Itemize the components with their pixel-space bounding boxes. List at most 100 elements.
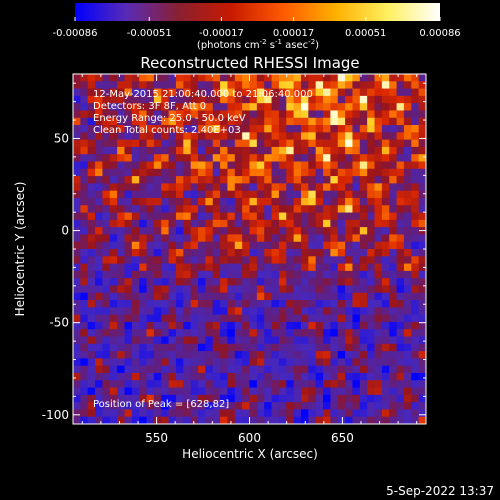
- heatmap-cell: [411, 285, 420, 294]
- heatmap-cell: [300, 74, 309, 82]
- heatmap-cell: [374, 146, 383, 155]
- heatmap-cell: [403, 219, 412, 228]
- heatmap-cell: [205, 168, 214, 177]
- heatmap-cell: [227, 285, 236, 294]
- heatmap-cell: [308, 88, 317, 97]
- heatmap-cell: [308, 117, 317, 126]
- heatmap-cell: [117, 416, 126, 424]
- heatmap-cell: [396, 132, 405, 141]
- heatmap-cell: [411, 241, 420, 250]
- heatmap-cell: [234, 110, 243, 119]
- heatmap-cell: [418, 358, 426, 367]
- heatmap-cell: [264, 103, 273, 112]
- heatmap-cell: [183, 125, 192, 133]
- heatmap-cell: [293, 161, 302, 170]
- heatmap-cell: [359, 351, 368, 359]
- heatmap-cell: [205, 336, 214, 345]
- y-tick-label: 0: [61, 224, 69, 238]
- heatmap-cell: [367, 219, 376, 228]
- heatmap-cell: [315, 307, 324, 316]
- colorbar-tick-label: 0.00051: [345, 28, 386, 39]
- heatmap-cell: [256, 168, 265, 177]
- heatmap-cell: [389, 416, 398, 424]
- heatmap-cell: [352, 146, 361, 155]
- heatmap-cell: [337, 329, 346, 338]
- heatmap-cell: [256, 256, 265, 265]
- heatmap-cell: [389, 117, 398, 126]
- heatmap-cell: [220, 270, 229, 279]
- heatmap-cell: [256, 154, 265, 163]
- heatmap-cell: [293, 168, 302, 177]
- heatmap-cell: [183, 278, 192, 287]
- heatmap-cell: [271, 336, 280, 345]
- heatmap-cell: [146, 95, 155, 104]
- heatmap-cell: [175, 168, 184, 177]
- heatmap-cell: [411, 380, 420, 389]
- heatmap-cell: [109, 139, 118, 148]
- heatmap-cell: [205, 219, 214, 228]
- heatmap-cell: [102, 278, 111, 287]
- heatmap-cell: [337, 351, 346, 359]
- heatmap-cell: [396, 278, 405, 287]
- heatmap-cell: [337, 132, 346, 141]
- heatmap-cell: [381, 285, 390, 294]
- heatmap-cell: [212, 263, 221, 272]
- heatmap-cell: [403, 263, 412, 272]
- heatmap-cell: [389, 95, 398, 104]
- heatmap-cell: [183, 416, 192, 424]
- heatmap-cell: [87, 241, 96, 250]
- heatmap-cell: [168, 321, 177, 330]
- heatmap-cell: [293, 365, 302, 374]
- heatmap-cell: [124, 343, 133, 352]
- heatmap-cell: [359, 285, 368, 294]
- heatmap-cell: [389, 212, 398, 221]
- heatmap-cell: [389, 110, 398, 119]
- heatmap-cell: [418, 88, 426, 97]
- heatmap-cell: [87, 146, 96, 155]
- heatmap-cell: [87, 372, 96, 381]
- heatmap-cell: [367, 300, 376, 308]
- heatmap-cell: [271, 365, 280, 374]
- y-tick-label: 50: [54, 131, 69, 145]
- heatmap-cell: [153, 219, 162, 228]
- heatmap-cell: [337, 358, 346, 367]
- heatmap-cell: [234, 205, 243, 214]
- heatmap-cell: [212, 146, 221, 155]
- heatmap-cell: [146, 110, 155, 119]
- heatmap-cell: [418, 176, 426, 184]
- heatmap-cell: [278, 234, 287, 243]
- heatmap-cell: [330, 95, 339, 104]
- heatmap-cell: [117, 387, 126, 396]
- heatmap-cell: [396, 256, 405, 265]
- heatmap-cell: [389, 329, 398, 338]
- heatmap-cell: [345, 81, 354, 90]
- heatmap-cell: [168, 249, 177, 257]
- heatmap-cell: [396, 300, 405, 308]
- heatmap-cell: [227, 74, 236, 82]
- heatmap-cell: [153, 212, 162, 221]
- heatmap-cell: [374, 205, 383, 214]
- heatmap-cell: [205, 372, 214, 381]
- heatmap-cell: [73, 161, 81, 170]
- heatmap-cell: [80, 249, 89, 257]
- heatmap-cell: [367, 372, 376, 381]
- heatmap-cell: [190, 154, 199, 163]
- heatmap-cell: [271, 394, 280, 403]
- heatmap-cell: [249, 256, 258, 265]
- heatmap-cell: [293, 139, 302, 148]
- heatmap-cell: [300, 212, 309, 221]
- heatmap-cell: [264, 402, 273, 411]
- heatmap-cell: [161, 292, 170, 301]
- heatmap-cell: [139, 372, 148, 381]
- heatmap-cell: [374, 241, 383, 250]
- heatmap-cell: [190, 380, 199, 389]
- heatmap-cell: [183, 88, 192, 97]
- heatmap-cell: [256, 387, 265, 396]
- heatmap-cell: [381, 132, 390, 141]
- heatmap-cell: [205, 409, 214, 418]
- heatmap-cell: [183, 270, 192, 279]
- heatmap-cell: [95, 234, 104, 243]
- heatmap-cell: [73, 292, 81, 301]
- heatmap-cell: [352, 212, 361, 221]
- heatmap-cell: [153, 176, 162, 184]
